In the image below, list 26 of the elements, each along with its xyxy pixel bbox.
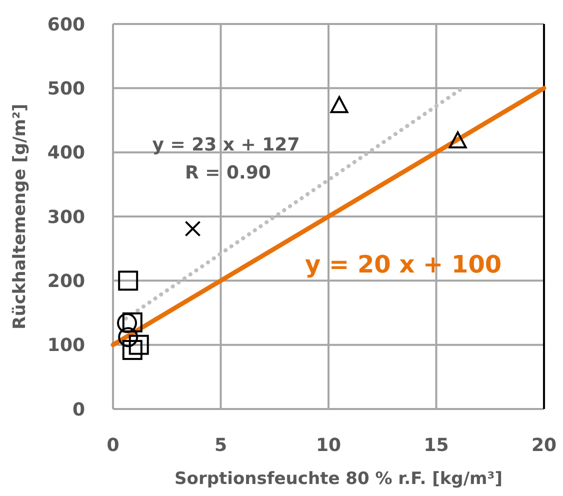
- point: [118, 270, 138, 291]
- y-tick-label: 100: [47, 335, 85, 356]
- point: [118, 327, 138, 348]
- point: [184, 220, 201, 237]
- point: [122, 340, 142, 360]
- annotation: y = 20 x + 100: [305, 250, 502, 278]
- x-axis-title: Sorptionsfeuchte 80 % r.F. [kg/m³]: [174, 469, 502, 489]
- y-tick-label: 200: [47, 270, 85, 292]
- x-tick-label: 5: [214, 435, 228, 456]
- y-tick-label: 0: [72, 399, 85, 420]
- x-tick-label: 15: [424, 435, 449, 456]
- point: [117, 313, 138, 334]
- annotation: y = 23 x + 127: [152, 134, 300, 156]
- point: [330, 96, 348, 114]
- x-tick-label: 10: [316, 435, 342, 456]
- x-tick-label: 20: [531, 435, 557, 456]
- point: [122, 312, 142, 332]
- annotation: R = 0.90: [185, 162, 271, 184]
- y-tick-label: 500: [47, 78, 85, 100]
- y-tick-label: 300: [47, 206, 85, 228]
- y-tick-label: 400: [47, 142, 85, 164]
- x-tick-label: 0: [106, 435, 120, 456]
- y-tick-label: 600: [47, 14, 85, 36]
- point: [448, 131, 467, 148]
- y-axis-title: Rückhaltemenge [g/m²]: [10, 104, 30, 330]
- point: [128, 334, 149, 355]
